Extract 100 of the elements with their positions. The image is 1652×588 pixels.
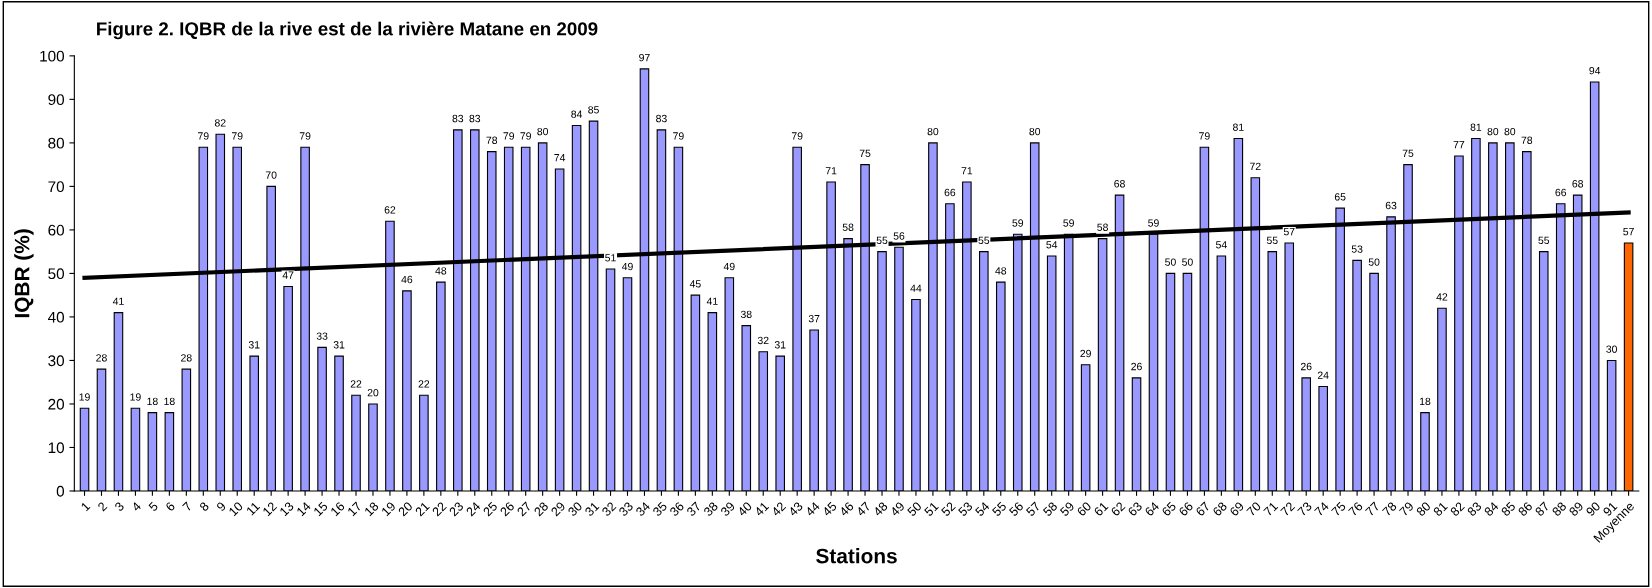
x-tick-label: 74 xyxy=(1314,501,1330,517)
data-label: 20 xyxy=(367,388,379,397)
y-tick-label: 50 xyxy=(48,268,65,280)
x-tick-label: 19 xyxy=(381,501,397,517)
x-tick-label: 3 xyxy=(114,501,125,512)
data-label: 79 xyxy=(1199,132,1210,140)
x-tick-label: 17 xyxy=(347,501,362,517)
x-tick-label: 54 xyxy=(974,501,991,517)
data-label: 51 xyxy=(605,254,616,262)
x-tick-label: 66 xyxy=(1178,501,1194,517)
x-tick-label: 25 xyxy=(482,501,498,517)
data-label: 68 xyxy=(1572,180,1584,188)
x-tick-label: 18 xyxy=(364,501,380,517)
x-tick-label: 20 xyxy=(397,501,414,517)
x-tick-label: 14 xyxy=(296,501,312,517)
x-tick-label: 1 xyxy=(80,501,91,512)
x-tick-label: 50 xyxy=(906,501,923,517)
x-tick-label: 40 xyxy=(736,501,753,517)
x-tick-label: 67 xyxy=(1195,501,1211,517)
x-tick-label: 75 xyxy=(1331,501,1347,517)
y-tick-label: 20 xyxy=(48,398,65,410)
y-tick-label: 10 xyxy=(48,442,65,454)
x-tick-label: 38 xyxy=(703,501,719,517)
data-label: 81 xyxy=(1233,123,1244,131)
x-tick-label: 61 xyxy=(1093,501,1109,517)
data-label: 26 xyxy=(1300,362,1312,371)
data-label: 83 xyxy=(656,114,667,123)
data-label: 54 xyxy=(1046,241,1058,249)
data-label: 77 xyxy=(1453,141,1465,149)
data-label: 46 xyxy=(401,275,413,284)
x-tick-label: 28 xyxy=(533,501,549,517)
data-label: 57 xyxy=(1283,228,1295,236)
x-tick-label: 29 xyxy=(550,501,566,517)
data-label: 38 xyxy=(740,310,752,319)
data-label: 22 xyxy=(350,380,362,388)
data-label: 49 xyxy=(723,262,735,271)
x-tick-label: 52 xyxy=(940,501,956,517)
x-tick-label: 53 xyxy=(957,501,973,517)
x-tick-label: 68 xyxy=(1212,501,1228,517)
data-label: 80 xyxy=(927,127,939,136)
data-label: 82 xyxy=(214,119,226,127)
data-label: 55 xyxy=(978,236,990,245)
data-label: 79 xyxy=(791,132,803,140)
data-label: 63 xyxy=(1385,201,1397,210)
x-tick-label: 58 xyxy=(1042,501,1058,517)
x-tick-label: 34 xyxy=(635,501,651,517)
data-label: 50 xyxy=(1165,258,1176,266)
x-tick-label: 82 xyxy=(1449,501,1465,517)
x-tick-label: 8 xyxy=(199,501,210,512)
x-tick-label: 27 xyxy=(516,501,532,517)
data-label: 45 xyxy=(689,280,701,288)
data-label: 41 xyxy=(706,297,718,305)
x-tick-label: 31 xyxy=(584,501,600,517)
data-label: 75 xyxy=(859,149,871,158)
x-tick-label: 2 xyxy=(97,501,108,512)
data-label: 83 xyxy=(452,114,464,123)
data-label: 28 xyxy=(96,354,107,362)
data-label: 62 xyxy=(384,206,396,214)
x-tick-label: 79 xyxy=(1398,501,1415,517)
x-tick-label: 12 xyxy=(262,501,278,517)
data-label: 32 xyxy=(757,336,769,345)
x-tick-label: 85 xyxy=(1500,501,1516,517)
data-label: 18 xyxy=(147,397,158,406)
data-label: 71 xyxy=(825,167,837,175)
data-label: 18 xyxy=(164,397,175,406)
x-tick-label: 62 xyxy=(1110,501,1126,517)
data-label: 55 xyxy=(876,236,888,245)
x-tick-label: 83 xyxy=(1466,501,1482,517)
x-tick-label: 65 xyxy=(1161,501,1177,517)
x-tick-label: 22 xyxy=(431,501,447,517)
data-label: 68 xyxy=(1114,180,1125,188)
x-tick-label: 86 xyxy=(1517,501,1533,517)
x-tick-label: 73 xyxy=(1297,501,1313,517)
data-label: 79 xyxy=(231,132,243,140)
data-label: 26 xyxy=(1131,362,1142,371)
data-label: 66 xyxy=(1555,188,1567,197)
x-tick-label: 71 xyxy=(1263,501,1279,517)
x-tick-label: 41 xyxy=(753,501,770,517)
data-label: 65 xyxy=(1334,193,1346,201)
x-tick-label: 46 xyxy=(838,501,855,517)
x-tick-label: 13 xyxy=(279,501,295,517)
x-tick-label: 56 xyxy=(1008,501,1024,517)
data-label: 55 xyxy=(1538,236,1550,245)
data-label: 72 xyxy=(1250,162,1261,170)
x-tick-label: 57 xyxy=(1025,501,1041,517)
x-tick-label: 49 xyxy=(889,501,906,517)
data-label: 48 xyxy=(995,267,1007,275)
data-label: 80 xyxy=(1504,127,1516,136)
data-label: 50 xyxy=(1368,258,1380,266)
data-label: 75 xyxy=(1402,149,1414,158)
x-tick-label: 37 xyxy=(686,501,702,517)
x-tick-label: 88 xyxy=(1551,501,1567,517)
data-label: 79 xyxy=(198,132,209,140)
x-tick-label: 36 xyxy=(669,501,685,517)
x-tick-label: 10 xyxy=(228,501,244,517)
x-tick-label: 30 xyxy=(567,501,583,517)
x-tick-label: 23 xyxy=(448,501,464,517)
x-tick-label: 35 xyxy=(652,501,668,517)
data-label: 97 xyxy=(639,53,650,62)
data-label: 56 xyxy=(893,232,905,240)
